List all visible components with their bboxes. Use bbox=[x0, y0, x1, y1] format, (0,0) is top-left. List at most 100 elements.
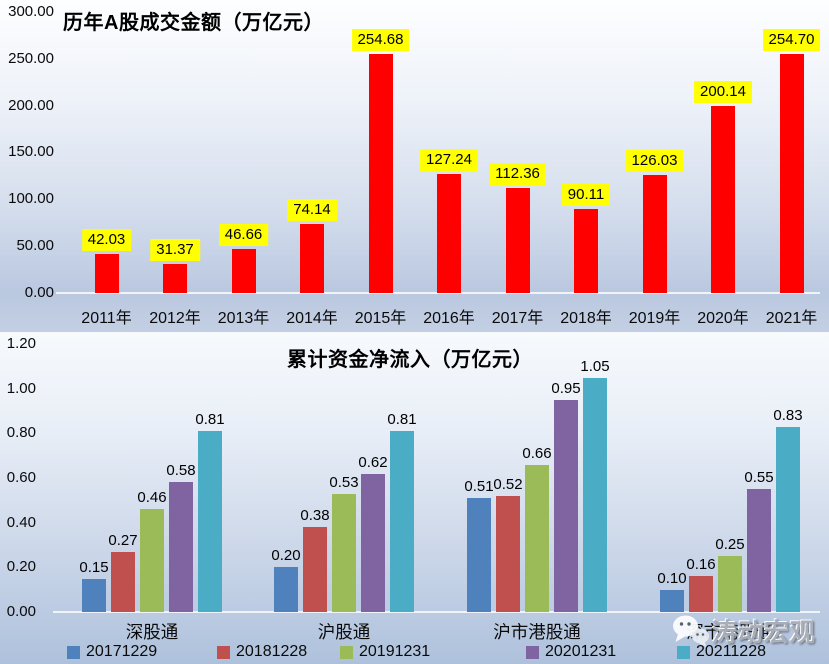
turnover-data-label: 46.66 bbox=[218, 224, 269, 247]
inflow-bar-20201231 bbox=[169, 482, 193, 612]
inflow-bar-20181228 bbox=[111, 551, 135, 612]
legend-swatch bbox=[526, 645, 539, 659]
turnover-data-label: 90.11 bbox=[561, 183, 611, 206]
y-axis-tick-label: 0.00 bbox=[24, 283, 54, 301]
inflow-bar-20201231 bbox=[554, 399, 578, 612]
inflow-bar-20171229 bbox=[274, 567, 298, 612]
legend-item-20201231: 20201231 bbox=[526, 643, 616, 661]
turnover-data-label: 200.14 bbox=[694, 80, 752, 103]
y-axis-tick-label: 0.20 bbox=[6, 558, 36, 576]
inflow-data-label: 0.51 bbox=[464, 478, 494, 496]
turnover-data-label: 42.03 bbox=[81, 228, 132, 251]
y-axis-tick-label: 100.00 bbox=[8, 190, 54, 208]
inflow-data-label: 0.53 bbox=[329, 473, 359, 491]
x-axis-line bbox=[53, 611, 820, 613]
y-axis-tick-label: 200.00 bbox=[8, 96, 54, 114]
turnover-data-label: 31.37 bbox=[150, 238, 200, 261]
x-axis-year-label: 2014年 bbox=[286, 310, 338, 327]
inflow-bar-20211228 bbox=[776, 426, 800, 612]
x-axis-category-label: 深股通 bbox=[125, 622, 179, 642]
inflow-data-label: 0.16 bbox=[686, 556, 716, 574]
x-axis-year-label: 2019年 bbox=[628, 310, 681, 327]
inflow-bar-20201231 bbox=[361, 473, 385, 612]
turnover-bar bbox=[231, 249, 256, 293]
inflow-bar-20191231 bbox=[718, 556, 742, 612]
legend-swatch bbox=[217, 645, 230, 659]
inflow-data-label: 0.10 bbox=[657, 569, 687, 587]
inflow-data-label: 0.38 bbox=[300, 507, 330, 525]
annual-turnover-chart: 历年A股成交金额（万亿元） 300.00 250.00 200.00 150.00 10… bbox=[0, 0, 829, 332]
inflow-data-label: 0.27 bbox=[108, 531, 138, 549]
inflow-bar-20201231 bbox=[747, 489, 771, 612]
inflow-data-label: 0.15 bbox=[79, 558, 109, 576]
inflow-bar-20191231 bbox=[140, 509, 164, 612]
inflow-data-label: 0.95 bbox=[551, 379, 581, 397]
legend-label: 20181228 bbox=[236, 643, 308, 660]
watermark-text: 涛动宏观 bbox=[712, 619, 817, 647]
inflow-bar-20211228 bbox=[198, 431, 222, 612]
x-axis-year-label: 2013年 bbox=[217, 310, 270, 327]
x-axis-category-label: 沪股通 bbox=[317, 622, 371, 642]
turnover-bar bbox=[642, 174, 667, 293]
inflow-data-label: 0.52 bbox=[493, 475, 523, 493]
inflow-data-label: 0.83 bbox=[773, 406, 803, 424]
legend-item-20171229: 20171229 bbox=[67, 643, 157, 661]
x-axis-year-label: 2011年 bbox=[81, 310, 132, 327]
legend-swatch bbox=[677, 645, 690, 659]
turnover-data-label: 127.24 bbox=[420, 148, 478, 171]
turnover-bar bbox=[574, 208, 598, 293]
y-axis-tick-label: 250.00 bbox=[8, 49, 54, 67]
turnover-bar bbox=[505, 187, 530, 293]
y-axis-tick-label: 0.80 bbox=[6, 424, 36, 442]
net-inflow-chart: 累计资金净流入（万亿元） 1.20 1.00 0.80 0.60 0.40 0.20 0.0… bbox=[0, 332, 829, 664]
x-axis-year-label: 2017年 bbox=[491, 310, 544, 327]
inflow-data-label: 0.81 bbox=[387, 411, 417, 429]
legend-swatch bbox=[67, 645, 80, 659]
turnover-bar bbox=[163, 263, 187, 293]
turnover-data-label: 74.14 bbox=[287, 198, 337, 221]
inflow-data-label: 0.46 bbox=[137, 489, 167, 507]
x-axis-year-label: 2018年 bbox=[560, 310, 612, 327]
turnover-bar bbox=[711, 105, 735, 293]
x-axis-year-label: 2012年 bbox=[149, 310, 201, 327]
net-inflow-chart-title: 累计资金净流入（万亿元） bbox=[287, 349, 533, 371]
turnover-data-label: 112.36 bbox=[489, 162, 546, 185]
watermark: 涛动宏观 bbox=[672, 613, 816, 649]
x-axis-year-label: 2020年 bbox=[697, 310, 749, 327]
turnover-data-label: 254.70 bbox=[762, 29, 821, 52]
legend-swatch bbox=[340, 645, 353, 659]
y-axis-tick-label: 300.00 bbox=[8, 3, 54, 20]
turnover-data-label: 254.68 bbox=[351, 29, 410, 52]
inflow-bar-20211228 bbox=[390, 431, 414, 612]
inflow-data-label: 0.81 bbox=[195, 411, 225, 429]
legend-item-20211228: 20211228 bbox=[677, 643, 766, 661]
inflow-bar-20181228 bbox=[303, 527, 327, 612]
inflow-data-label: 0.55 bbox=[744, 469, 774, 487]
x-axis-year-label: 2015年 bbox=[354, 310, 407, 327]
inflow-bar-20171229 bbox=[660, 589, 684, 612]
x-axis-year-label: 2021年 bbox=[765, 310, 818, 327]
inflow-bar-20191231 bbox=[332, 493, 356, 612]
inflow-data-label: 0.20 bbox=[271, 547, 301, 565]
y-axis-tick-label: 0.40 bbox=[6, 513, 36, 531]
inflow-bar-20211228 bbox=[583, 377, 607, 612]
wechat-icon bbox=[673, 615, 709, 647]
y-axis-tick-label: 1.00 bbox=[6, 379, 36, 397]
inflow-data-label: 0.25 bbox=[715, 536, 745, 554]
turnover-bar bbox=[779, 54, 804, 293]
inflow-bar-20181228 bbox=[689, 576, 713, 612]
y-axis-tick-label: 1.20 bbox=[6, 335, 36, 352]
x-axis-line bbox=[56, 292, 820, 294]
y-axis-tick-label: 50.00 bbox=[16, 237, 54, 255]
x-axis-year-label: 2016年 bbox=[423, 310, 475, 327]
turnover-bar bbox=[300, 223, 324, 293]
inflow-bar-20171229 bbox=[82, 578, 106, 612]
legend-item-20191231: 20191231 bbox=[340, 643, 430, 661]
inflow-data-label: 1.05 bbox=[580, 357, 610, 375]
inflow-data-label: 0.62 bbox=[358, 453, 388, 471]
legend-label: 20191231 bbox=[359, 643, 431, 660]
legend-item-20181228: 20181228 bbox=[217, 643, 307, 661]
inflow-bar-20181228 bbox=[496, 495, 520, 612]
y-axis-tick-label: 0.60 bbox=[6, 469, 36, 486]
